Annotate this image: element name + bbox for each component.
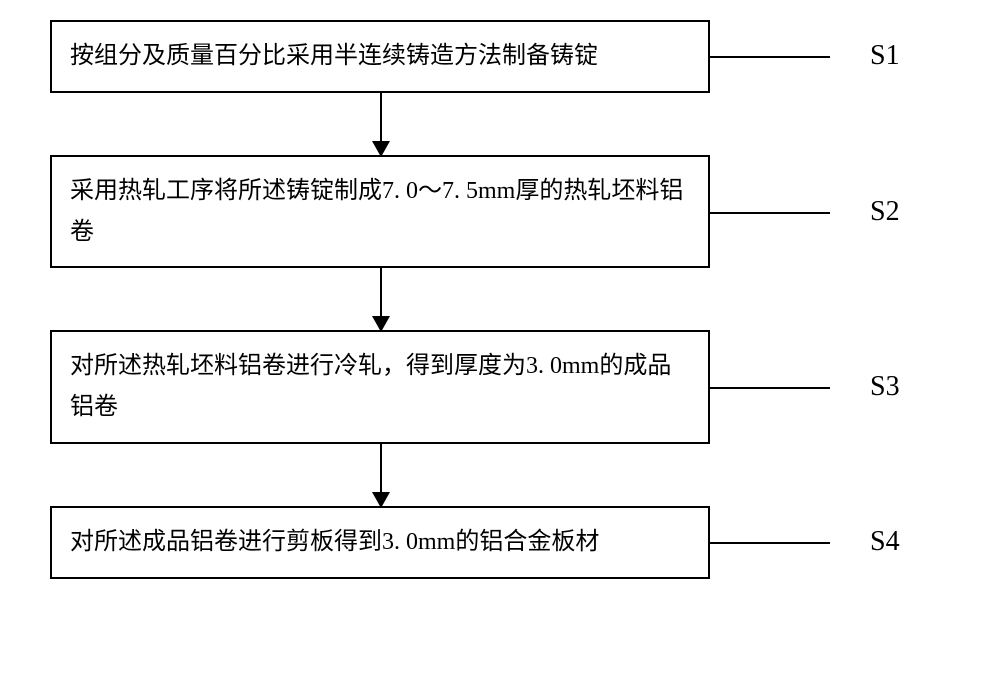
step-label-s1: S1 bbox=[870, 40, 900, 72]
arrow-line-icon bbox=[380, 444, 382, 506]
step-row-s1: 按组分及质量百分比采用半连续铸造方法制备铸锭 S1 bbox=[0, 20, 1000, 93]
connector-s2 bbox=[710, 212, 830, 214]
step-text-s2: 采用热轧工序将所述铸锭制成7. 0～7. 5mm厚的热轧坯料铝卷 bbox=[70, 171, 690, 253]
step-text-s4: 对所述成品铝卷进行剪板得到3. 0mm的铝合金板材 bbox=[70, 529, 599, 555]
step-box-s4: 对所述成品铝卷进行剪板得到3. 0mm的铝合金板材 bbox=[50, 506, 710, 579]
arrow-line-icon bbox=[380, 93, 382, 155]
step-row-s3: 对所述热轧坯料铝卷进行冷轧，得到厚度为3. 0mm的成品铝卷 S3 bbox=[0, 330, 1000, 444]
step-box-s2: 采用热轧工序将所述铸锭制成7. 0～7. 5mm厚的热轧坯料铝卷 bbox=[50, 155, 710, 269]
arrow-line-icon bbox=[380, 268, 382, 330]
connector-s1 bbox=[710, 56, 830, 58]
step-row-s4: 对所述成品铝卷进行剪板得到3. 0mm的铝合金板材 S4 bbox=[0, 506, 1000, 579]
flowchart-container: 按组分及质量百分比采用半连续铸造方法制备铸锭 S1 采用热轧工序将所述铸锭制成7… bbox=[0, 20, 1000, 579]
step-text-s1: 按组分及质量百分比采用半连续铸造方法制备铸锭 bbox=[70, 43, 598, 69]
step-label-s3: S3 bbox=[870, 371, 900, 403]
step-row-s2: 采用热轧工序将所述铸锭制成7. 0～7. 5mm厚的热轧坯料铝卷 S2 bbox=[0, 155, 1000, 269]
arrow-s2-s3 bbox=[0, 268, 1000, 330]
step-box-s1: 按组分及质量百分比采用半连续铸造方法制备铸锭 bbox=[50, 20, 710, 93]
arrow-s3-s4 bbox=[0, 444, 1000, 506]
step-label-s4: S4 bbox=[870, 526, 900, 558]
step-box-s3: 对所述热轧坯料铝卷进行冷轧，得到厚度为3. 0mm的成品铝卷 bbox=[50, 330, 710, 444]
connector-s4 bbox=[710, 542, 830, 544]
arrow-s1-s2 bbox=[0, 93, 1000, 155]
step-text-s3: 对所述热轧坯料铝卷进行冷轧，得到厚度为3. 0mm的成品铝卷 bbox=[70, 346, 690, 428]
step-label-s2: S2 bbox=[870, 196, 900, 228]
connector-s3 bbox=[710, 387, 830, 389]
